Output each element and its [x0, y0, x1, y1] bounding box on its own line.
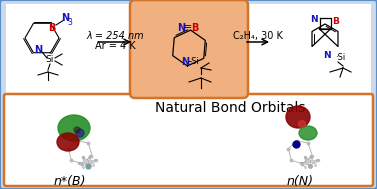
Text: N: N [177, 23, 185, 33]
FancyBboxPatch shape [4, 94, 373, 186]
Text: N: N [323, 50, 331, 60]
Text: C₂H₄, 30 K: C₂H₄, 30 K [233, 31, 283, 41]
Circle shape [299, 121, 305, 128]
Text: B: B [333, 16, 339, 26]
Text: B: B [191, 23, 199, 33]
Text: Ar = 4 K: Ar = 4 K [95, 41, 135, 51]
Ellipse shape [58, 115, 90, 141]
Text: 3: 3 [67, 18, 72, 27]
Text: =: = [182, 22, 192, 32]
Text: N: N [61, 13, 69, 23]
Ellipse shape [299, 126, 317, 140]
Text: λ = 254 nm: λ = 254 nm [86, 31, 144, 41]
Text: N: N [310, 15, 317, 23]
Text: n*(B): n*(B) [54, 174, 86, 187]
Text: Natural Bond Orbitals: Natural Bond Orbitals [155, 101, 305, 115]
Text: Si: Si [46, 56, 54, 64]
Circle shape [74, 127, 80, 133]
FancyBboxPatch shape [130, 0, 248, 98]
Text: –Si: –Si [188, 57, 200, 67]
Text: N: N [181, 57, 189, 67]
Text: N: N [34, 45, 42, 55]
Ellipse shape [286, 106, 310, 128]
Text: B: B [48, 23, 56, 33]
Ellipse shape [57, 133, 79, 151]
Bar [6, 4, 371, 94]
Text: ·Si: ·Si [335, 53, 345, 63]
Text: n(N): n(N) [287, 174, 314, 187]
Circle shape [76, 129, 84, 137]
